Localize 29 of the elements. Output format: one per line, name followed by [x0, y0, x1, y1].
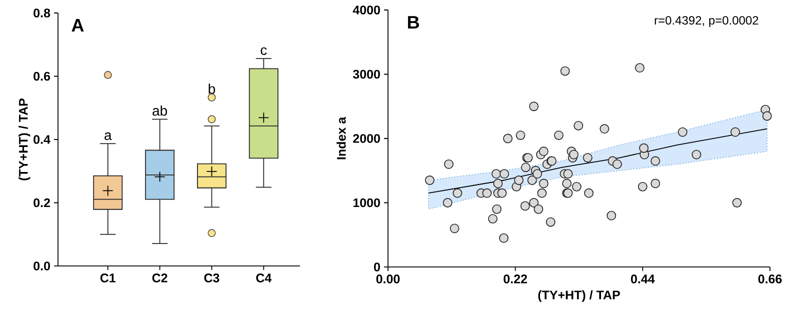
x-tick-label: C2 [152, 274, 168, 282]
y-tick-label: 1000 [353, 198, 380, 208]
x-tick-label: 0.22 [504, 274, 527, 284]
annotation: b [208, 84, 216, 94]
y-tick-label: 0.2 [34, 198, 50, 208]
y-tick-label: 4000 [352, 6, 380, 14]
x-tick-label: 0.00 [376, 274, 400, 284]
y-tick-label: 0.4 [34, 135, 50, 144]
x-tick-label: C3 [204, 274, 220, 282]
y-tick-label: 3000 [352, 70, 380, 79]
annotation: r=0.4392, p=0.0002 [654, 16, 758, 27]
y-tick-label: 0 [374, 262, 380, 272]
x-axis-title: (TY+HT) / TAP [538, 290, 620, 302]
annotation: c [260, 47, 267, 56]
y-axis-title: Index a [336, 116, 346, 160]
y-tick-label: 0.6 [34, 72, 50, 81]
x-tick-label: C1 [100, 274, 116, 282]
annotation: ab [152, 105, 167, 116]
y-tick-label: 2000 [353, 134, 380, 143]
y-tick-label: 0.8 [34, 8, 50, 18]
x-tick-label: 0.66 [758, 274, 782, 284]
annotation: a [104, 132, 112, 140]
line-series [428, 128, 768, 194]
x-tick-label: 0.44 [631, 274, 655, 284]
y-axis-title: (TY+HT) / TAP [18, 98, 30, 180]
chart-title: A [72, 19, 84, 32]
y-tick-label: 0.0 [34, 262, 50, 270]
x-tick-label: C4 [256, 274, 272, 282]
chart-title: B [408, 16, 419, 28]
